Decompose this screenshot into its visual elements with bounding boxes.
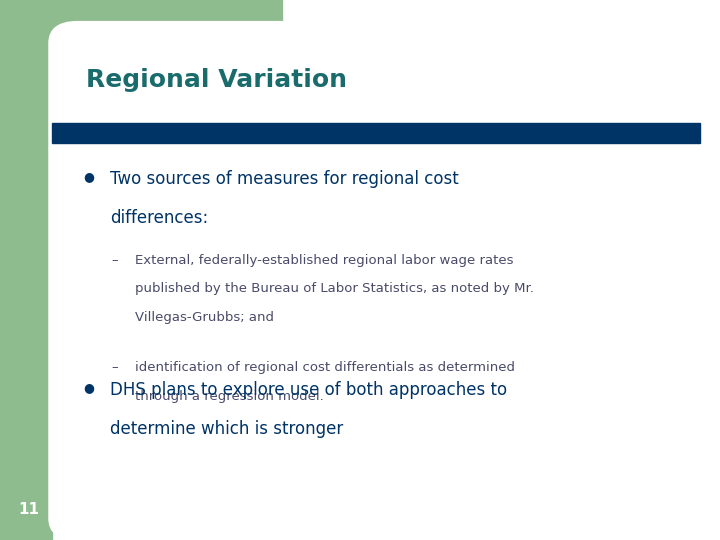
- Text: determine which is stronger: determine which is stronger: [110, 420, 343, 437]
- Bar: [52, 0, 282, 113]
- Text: DHS plans to explore use of both approaches to: DHS plans to explore use of both approac…: [110, 381, 508, 399]
- Text: identification of regional cost differentials as determined: identification of regional cost differen…: [135, 361, 515, 374]
- Text: through a regression model.: through a regression model.: [135, 390, 323, 403]
- Text: –: –: [112, 361, 118, 374]
- Text: ●: ●: [83, 381, 94, 394]
- Text: –: –: [112, 254, 118, 267]
- Text: Two sources of measures for regional cost: Two sources of measures for regional cos…: [110, 170, 459, 188]
- Text: Regional Variation: Regional Variation: [86, 68, 347, 92]
- Text: ●: ●: [83, 170, 94, 183]
- Text: 11: 11: [18, 502, 39, 517]
- Text: published by the Bureau of Labor Statistics, as noted by Mr.: published by the Bureau of Labor Statist…: [135, 282, 534, 295]
- Bar: [52, 123, 700, 143]
- Bar: [0, 0, 52, 540]
- FancyBboxPatch shape: [49, 22, 720, 540]
- Text: Villegas-Grubbs; and: Villegas-Grubbs; and: [135, 311, 274, 324]
- Text: External, federally-established regional labor wage rates: External, federally-established regional…: [135, 254, 513, 267]
- Text: differences:: differences:: [110, 209, 208, 227]
